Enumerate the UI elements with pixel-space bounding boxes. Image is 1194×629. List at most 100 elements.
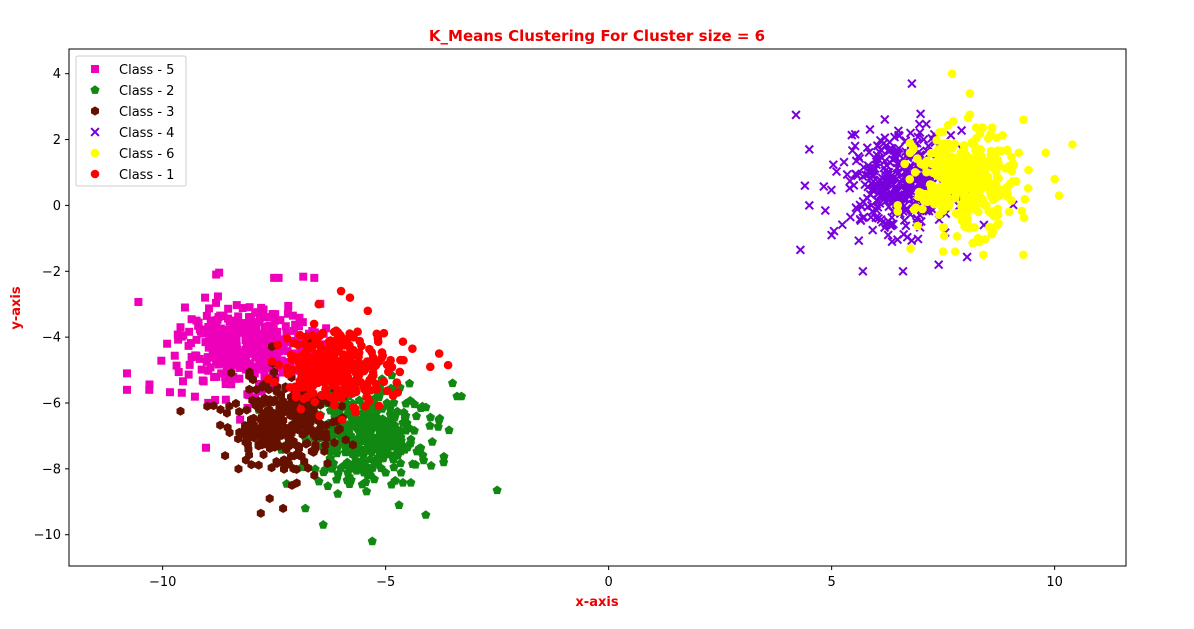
data-point — [165, 388, 174, 397]
data-point — [837, 220, 847, 230]
data-point — [174, 368, 183, 377]
data-point — [231, 374, 240, 383]
data-point — [372, 329, 382, 339]
x-tick-label: 0 — [605, 575, 613, 590]
data-point — [892, 169, 902, 179]
data-point — [260, 393, 269, 403]
data-point — [174, 335, 183, 344]
data-point — [265, 321, 274, 330]
data-point — [374, 401, 384, 411]
data-point — [396, 467, 406, 477]
data-point — [898, 266, 908, 276]
data-point — [1023, 184, 1033, 193]
data-point — [192, 335, 201, 344]
data-point — [337, 415, 347, 425]
data-point — [216, 324, 225, 333]
data-point — [252, 326, 261, 335]
data-point — [122, 385, 131, 394]
data-point — [315, 411, 325, 421]
data-point — [338, 388, 348, 397]
data-point — [962, 252, 972, 262]
data-point — [273, 340, 283, 350]
data-point — [185, 360, 194, 369]
data-point — [279, 346, 288, 355]
data-point — [256, 508, 265, 518]
data-point — [255, 379, 264, 388]
data-point — [425, 412, 435, 422]
y-tick-label: −8 — [42, 462, 61, 477]
data-point — [214, 360, 223, 369]
data-point — [212, 321, 221, 330]
data-point — [289, 326, 298, 335]
data-point — [345, 293, 355, 302]
data-point — [239, 429, 248, 440]
data-point — [286, 402, 295, 412]
data-point — [364, 424, 374, 434]
data-point — [883, 230, 893, 240]
data-point — [216, 311, 225, 320]
x-tick-label: −5 — [376, 575, 395, 590]
data-point — [202, 443, 211, 452]
data-point — [295, 376, 305, 385]
data-point — [215, 339, 224, 348]
data-point — [394, 500, 404, 509]
data-point — [390, 475, 400, 485]
data-point — [1068, 140, 1077, 149]
data-point — [851, 203, 861, 213]
data-point — [185, 327, 194, 336]
data-point — [408, 459, 418, 468]
data-point — [341, 435, 350, 445]
data-point — [301, 410, 310, 420]
data-point — [201, 338, 210, 347]
data-point — [893, 200, 903, 210]
data-point — [433, 422, 443, 431]
data-point — [282, 445, 291, 455]
data-point — [915, 127, 925, 138]
data-point — [230, 334, 239, 343]
data-point — [336, 286, 346, 296]
y-tick-label: 0 — [53, 199, 61, 214]
data-point — [365, 454, 375, 463]
legend-marker — [91, 106, 99, 116]
data-point — [331, 408, 341, 418]
data-point — [880, 166, 891, 176]
data-point — [260, 370, 269, 379]
data-point — [905, 175, 915, 184]
data-point — [973, 233, 983, 243]
data-point — [951, 193, 960, 203]
data-point — [330, 400, 339, 410]
data-point — [318, 391, 327, 401]
data-point — [959, 175, 968, 185]
data-point — [382, 386, 392, 396]
data-point — [239, 319, 248, 328]
data-point — [278, 335, 287, 344]
data-point — [322, 369, 332, 378]
data-point — [355, 336, 364, 346]
data-point — [295, 443, 303, 453]
data-point — [344, 472, 354, 481]
data-point — [235, 363, 244, 372]
data-point — [791, 110, 801, 120]
data-point — [399, 407, 409, 417]
data-point — [244, 335, 253, 344]
data-point — [1007, 152, 1016, 162]
data-point — [324, 361, 334, 371]
data-point — [987, 123, 997, 132]
data-point — [212, 270, 221, 279]
data-point — [367, 373, 377, 382]
data-point — [889, 132, 900, 142]
data-point — [355, 458, 365, 468]
data-point — [261, 351, 270, 360]
data-point — [890, 191, 900, 201]
data-point — [251, 353, 260, 362]
data-point — [381, 444, 391, 454]
data-point — [314, 476, 324, 486]
data-point — [337, 401, 346, 411]
data-point — [322, 324, 331, 333]
data-point — [247, 327, 256, 336]
data-point — [379, 328, 389, 338]
data-point — [382, 398, 392, 407]
data-point — [973, 160, 982, 170]
data-point — [253, 362, 262, 371]
data-point — [339, 334, 349, 344]
